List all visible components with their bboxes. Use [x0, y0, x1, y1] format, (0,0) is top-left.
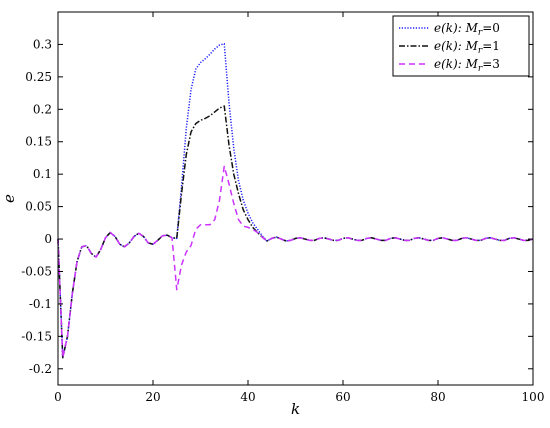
y-axis-label: e: [0, 194, 18, 203]
y-tick-label: 0.3: [33, 37, 52, 51]
y-tick-label: 0.15: [25, 135, 52, 149]
y-tick-label: -0.05: [21, 264, 52, 278]
y-tick-label: 0.1: [33, 167, 52, 181]
series-line-1: [57, 105, 534, 359]
series-line-2: [57, 165, 534, 359]
y-tick-label: -0.1: [29, 297, 52, 311]
legend-label: e(k): Mr=3: [434, 57, 500, 74]
plot-area: 0 20 40 60 80 100 -0.2 -0.15 -0.1 -0.05 0 0.05 0.1 0.…: [21, 11, 544, 404]
y-tick-label: 0.05: [25, 200, 52, 214]
x-tick-label: 40: [240, 390, 255, 404]
y-tick-label: 0.2: [33, 102, 52, 116]
y-tick-label: 0: [44, 232, 52, 246]
y-tick-label: -0.15: [21, 329, 52, 343]
x-tick-label: 100: [522, 390, 545, 404]
legend: e(k): Mr=0e(k): Mr=1e(k): Mr=3: [392, 15, 530, 77]
axes-frame: [57, 11, 534, 386]
x-tick-label: 60: [335, 390, 350, 404]
legend-label: e(k): Mr=1: [434, 39, 500, 56]
y-tick-label: 0.25: [25, 70, 52, 84]
series-line-0: [57, 43, 534, 359]
y-tick-label: -0.2: [29, 362, 52, 376]
axis-ticks: 0 20 40 60 80 100 -0.2 -0.15 -0.1 -0.05 0 0.05 0.1 0.…: [21, 12, 544, 404]
x-tick-label: 20: [145, 390, 160, 404]
series-lines: [57, 43, 534, 359]
x-axis-label: k: [291, 400, 300, 418]
x-tick-label: 0: [54, 390, 62, 404]
legend-label: e(k): Mr=0: [434, 21, 500, 38]
x-tick-label: 80: [430, 390, 445, 404]
